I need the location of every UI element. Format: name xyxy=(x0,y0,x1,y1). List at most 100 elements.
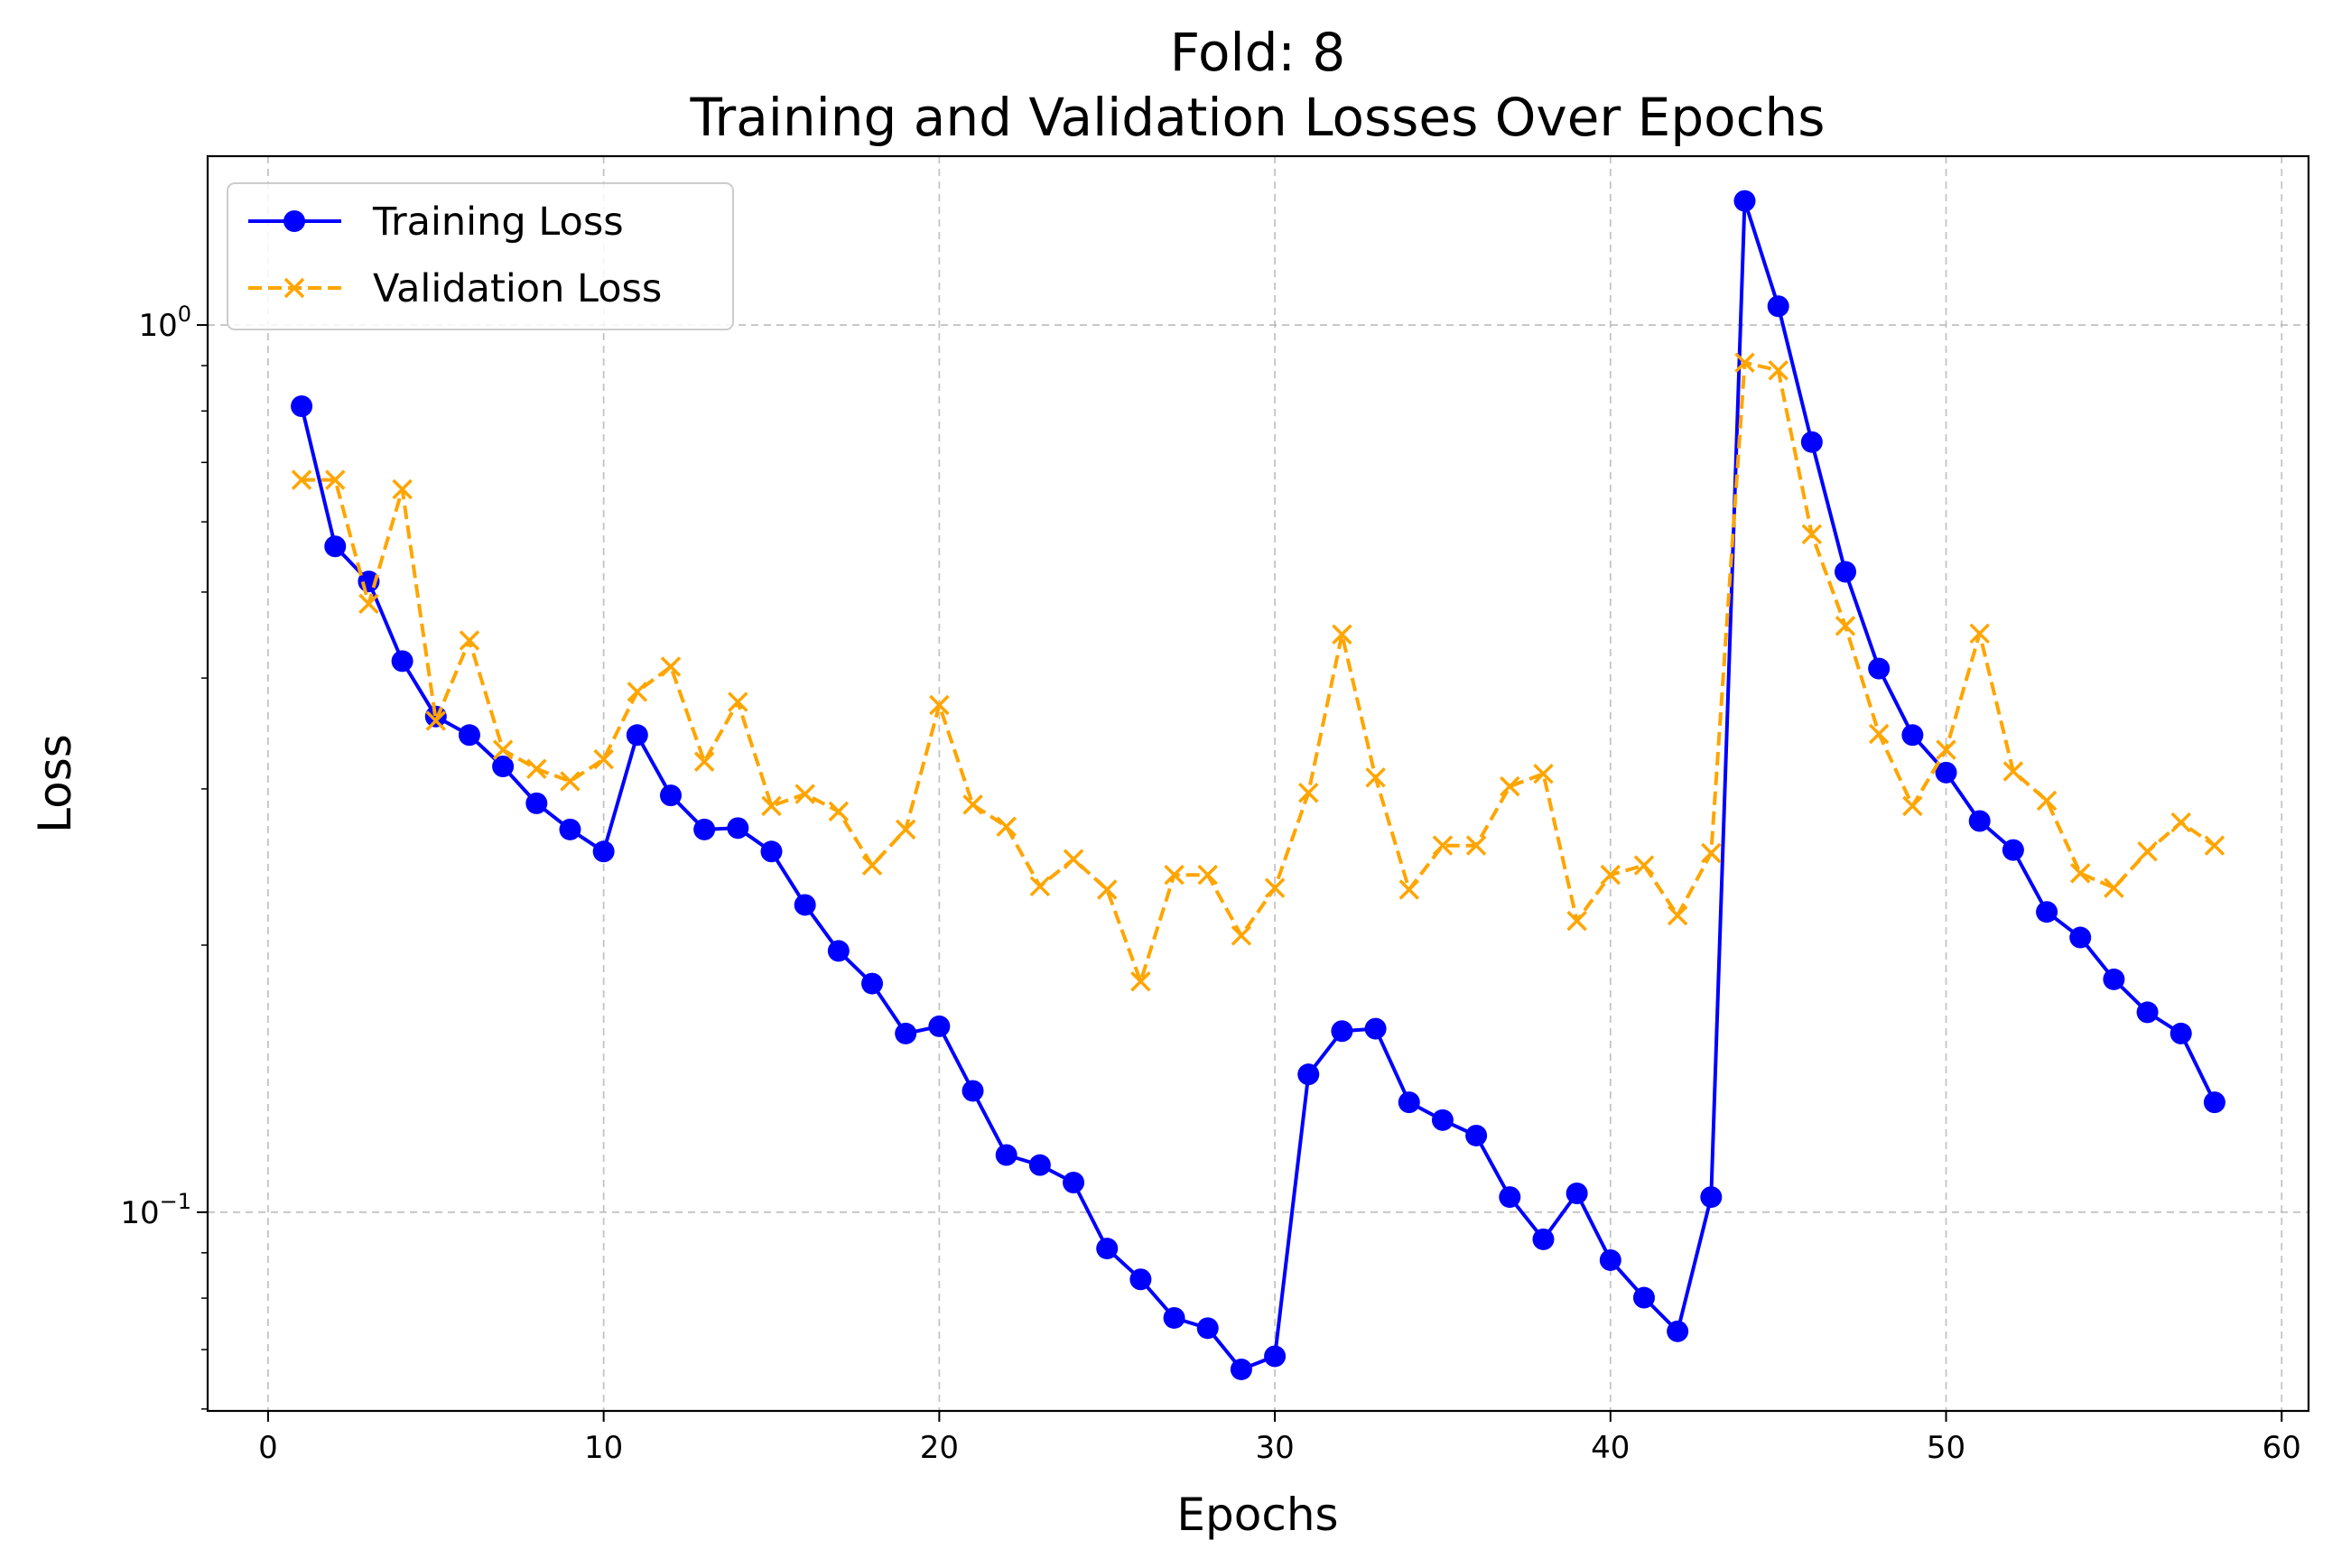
training-loss-point xyxy=(1800,431,1823,453)
y-tick-label: 10−1 xyxy=(120,1189,191,1231)
training-loss-point xyxy=(928,1015,951,1037)
training-loss-point xyxy=(827,940,850,962)
training-loss-point xyxy=(1868,657,1891,680)
validation-loss-point xyxy=(660,656,682,677)
plot-frame xyxy=(206,154,2310,1413)
training-loss-point xyxy=(1364,1017,1387,1040)
training-loss-point xyxy=(1499,1186,1521,1209)
validation-loss-point xyxy=(593,748,614,770)
validation-loss-point xyxy=(861,855,883,876)
validation-loss-point xyxy=(2036,790,2058,812)
x-axis-ticks: 0 10 20 30 40 50 60 xyxy=(258,1411,2301,1466)
validation-loss-point xyxy=(1701,842,1722,864)
training-loss-point xyxy=(2002,839,2024,861)
validation-loss-point xyxy=(1063,849,1084,869)
validation-loss-point xyxy=(693,751,715,772)
validation-loss-point xyxy=(895,819,916,840)
training-loss-point xyxy=(1532,1228,1555,1250)
training-loss-point xyxy=(1667,1320,1689,1342)
training-loss-point xyxy=(1063,1171,1085,1193)
validation-loss-point xyxy=(1500,775,1520,797)
validation-loss-point xyxy=(526,758,547,779)
training-loss-point xyxy=(1767,295,1789,318)
training-loss-point xyxy=(995,1144,1017,1166)
x-tick-label: 60 xyxy=(2262,1430,2301,1466)
training-loss-point xyxy=(2103,968,2125,990)
training-loss-point xyxy=(659,784,682,807)
validation-loss-point xyxy=(560,771,581,792)
validation-loss-point xyxy=(2069,863,2091,884)
validation-loss-point xyxy=(1398,879,1420,900)
training-loss-point xyxy=(794,894,816,916)
training-loss-point xyxy=(1835,561,1857,583)
validation-loss-point xyxy=(996,816,1017,837)
x-tick-label: 40 xyxy=(1591,1430,1630,1466)
training-loss-point xyxy=(1398,1091,1420,1114)
training-loss-point xyxy=(1968,810,1991,832)
training-loss-point xyxy=(559,818,581,840)
validation-loss-point xyxy=(1734,352,1755,373)
validation-loss-point xyxy=(1768,360,1788,381)
validation-loss-point xyxy=(1936,739,1956,760)
training-loss-line xyxy=(300,199,2216,1371)
training-loss-point xyxy=(1129,1268,1152,1291)
validation-loss-point xyxy=(1969,623,1990,645)
validation-loss-point xyxy=(2104,877,2124,898)
legend-training-loss-label: Training Loss xyxy=(372,199,624,245)
validation-loss-point xyxy=(1029,876,1051,897)
validation-loss-point xyxy=(425,710,447,731)
training-loss-point xyxy=(1331,1020,1353,1043)
training-loss-point xyxy=(1196,1317,1219,1340)
x-tick-label: 50 xyxy=(1927,1430,1965,1466)
validation-loss-point xyxy=(1096,879,1118,900)
validation-loss-point xyxy=(1600,864,1621,886)
training-loss-point xyxy=(1733,190,1756,212)
training-loss-point xyxy=(1700,1186,1723,1209)
validation-loss-point xyxy=(728,691,748,712)
training-loss-point xyxy=(693,818,716,840)
training-loss-point xyxy=(1028,1154,1051,1176)
training-loss-point xyxy=(626,724,648,747)
training-loss-point xyxy=(895,1022,917,1044)
validation-loss-point xyxy=(1667,905,1688,926)
y-axis-label: Loss xyxy=(29,734,81,833)
validation-loss-point xyxy=(1633,855,1655,876)
x-tick-label: 20 xyxy=(920,1430,959,1466)
grid-lines xyxy=(208,156,2309,1411)
training-loss-point xyxy=(861,972,884,995)
validation-loss-point xyxy=(962,794,983,815)
validation-loss-point xyxy=(1264,877,1286,898)
legend-validation-loss-label: Validation Loss xyxy=(373,266,662,311)
training-loss-point xyxy=(492,756,515,778)
training-loss-point xyxy=(324,535,347,558)
validation-loss-point xyxy=(1332,624,1352,645)
validation-loss-point xyxy=(1197,864,1218,886)
validation-loss-point xyxy=(459,630,480,651)
training-loss-point xyxy=(1431,1109,1454,1131)
legend-validation-loss-marker xyxy=(283,277,305,299)
validation-loss-point xyxy=(358,593,379,615)
validation-loss-point xyxy=(929,694,950,716)
validation-loss-point xyxy=(1566,910,1587,932)
validation-loss-point xyxy=(1432,835,1454,856)
validation-loss-point xyxy=(1298,782,1319,803)
legend-training-loss: Training Loss xyxy=(248,199,624,245)
plot-series xyxy=(291,190,2225,1380)
legend-box xyxy=(227,182,734,330)
x-tick-label: 10 xyxy=(584,1430,623,1466)
legend-validation-loss: Validation Loss xyxy=(248,266,662,311)
validation-loss-point xyxy=(1868,723,1890,745)
validation-loss-point xyxy=(2204,835,2225,856)
validation-loss-point xyxy=(1365,767,1386,788)
y-axis-ticks: 100 10−1 xyxy=(120,302,208,1410)
validation-loss-point xyxy=(291,469,312,490)
training-loss-point xyxy=(2136,1001,2159,1024)
validation-loss-point xyxy=(1835,616,1856,636)
training-loss-point xyxy=(2203,1091,2225,1114)
training-loss-point xyxy=(1465,1124,1488,1146)
training-loss-point xyxy=(1566,1183,1588,1205)
training-loss-point xyxy=(1297,1063,1320,1086)
validation-loss-point xyxy=(828,801,850,822)
training-loss-point xyxy=(525,792,548,814)
